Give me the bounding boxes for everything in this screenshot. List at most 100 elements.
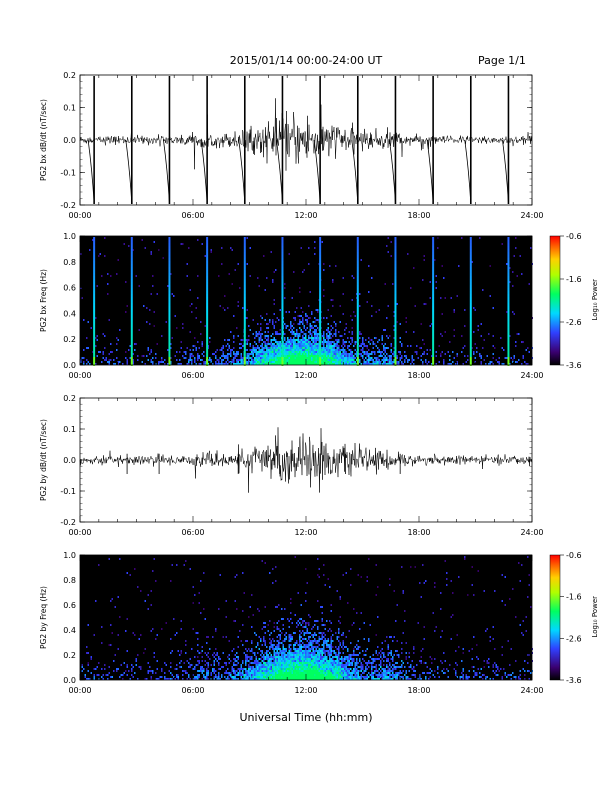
spectrogram-cell <box>353 311 355 313</box>
spectrogram-cell <box>347 676 349 678</box>
spectrogram-cell <box>249 674 251 676</box>
spike-stripe-11 <box>469 315 472 318</box>
spectrogram-cell <box>330 650 332 652</box>
spectrogram-cell <box>321 620 323 622</box>
spectrogram-cell <box>231 670 233 672</box>
spectrogram-cell <box>360 670 362 672</box>
spectrogram-cell <box>333 359 335 361</box>
spike-stripe-10 <box>432 279 435 282</box>
spectrogram-cell <box>314 357 316 359</box>
spectrogram-cell <box>323 644 325 646</box>
spectrogram-cell <box>311 325 313 327</box>
spectrogram-cell <box>389 652 391 654</box>
spectrogram-cell <box>381 335 383 337</box>
spectrogram-cell <box>347 357 349 359</box>
spectrogram-cell <box>425 303 427 305</box>
spectrogram-cell <box>284 666 286 668</box>
spike-stripe-1 <box>93 240 96 243</box>
spectrogram-cell <box>435 287 437 289</box>
spectrogram-cell <box>330 670 332 672</box>
spectrogram-cell <box>252 345 254 347</box>
spectrogram-cell <box>306 355 308 357</box>
spectrogram-cell <box>287 361 289 363</box>
spectrogram-cell <box>147 662 149 664</box>
spectrogram-cell <box>200 652 202 654</box>
spike-stripe-7 <box>319 249 322 252</box>
spectrogram-cell <box>266 672 268 674</box>
spike-stripe-3 <box>168 312 171 315</box>
spectrogram-cell <box>174 355 176 357</box>
spectrogram-cell <box>245 678 247 680</box>
spectrogram-cell <box>245 648 247 650</box>
spectrogram-cell <box>323 646 325 648</box>
spectrogram-cell <box>329 664 331 666</box>
spectrogram-cell <box>329 674 331 676</box>
spectrogram-cell <box>204 363 206 365</box>
spectrogram-cell <box>480 361 482 363</box>
spectrogram-cell <box>456 355 458 357</box>
spectrogram-cell <box>345 327 347 329</box>
spectrogram-cell <box>81 666 83 668</box>
spectrogram-cell <box>275 656 277 658</box>
spectrogram-cell <box>342 678 344 680</box>
spectrogram-cell <box>207 359 209 361</box>
spectrogram-cell <box>362 658 364 660</box>
spectrogram-cell <box>117 668 119 670</box>
spectrogram-cell <box>368 676 370 678</box>
spectrogram-cell <box>386 672 388 674</box>
spectrogram-cell <box>326 329 328 331</box>
spectrogram-cell <box>422 353 424 355</box>
spectrogram-cell <box>288 359 290 361</box>
spectrogram-cell <box>450 363 452 365</box>
spectrogram-cell <box>249 353 251 355</box>
spectrogram-cell <box>248 339 250 341</box>
spectrogram-cell <box>359 666 361 668</box>
spectrogram-cell <box>149 323 151 325</box>
spectrogram-cell <box>293 664 295 666</box>
spectrogram-cell <box>314 672 316 674</box>
spectrogram-cell <box>344 343 346 345</box>
spectrogram-cell <box>345 656 347 658</box>
spectrogram-cell <box>105 674 107 676</box>
spectrogram-cell <box>140 590 142 592</box>
spectrogram-cell <box>347 359 349 361</box>
spectrogram-cell <box>245 640 247 642</box>
spectrogram-cell <box>291 636 293 638</box>
spectrogram-cell <box>330 610 332 612</box>
spectrogram-cell <box>389 674 391 676</box>
spectrogram-cell <box>296 676 298 678</box>
spectrogram-cell <box>95 668 97 670</box>
spectrogram-cell <box>227 353 229 355</box>
spectrogram-cell <box>303 646 305 648</box>
spectrogram-cell <box>353 658 355 660</box>
spectrogram-cell <box>381 678 383 680</box>
spectrogram-cell <box>287 355 289 357</box>
spectrogram-cell <box>321 357 323 359</box>
spectrogram-cell <box>333 355 335 357</box>
spectrogram-cell <box>368 359 370 361</box>
spectrogram-cell <box>332 361 334 363</box>
spectrogram-cell <box>374 353 376 355</box>
spectrogram-cell <box>236 656 238 658</box>
spectrogram-cell <box>312 351 314 353</box>
spectrogram-cell <box>296 329 298 331</box>
spectrogram-cell <box>270 335 272 337</box>
spectrogram-cell <box>294 614 296 616</box>
spike-stripe-10 <box>432 261 435 264</box>
spectrogram-cell <box>296 678 298 680</box>
spectrogram-cell <box>197 353 199 355</box>
spike-stripe-9 <box>394 351 397 354</box>
spectrogram-cell <box>306 349 308 351</box>
spectrogram-cell <box>293 339 295 341</box>
spectrogram-cell <box>275 676 277 678</box>
spectrogram-cell <box>257 608 259 610</box>
spectrogram-cell <box>327 353 329 355</box>
y-tick-label: 0.2 <box>63 335 76 344</box>
spectrogram-cell <box>276 349 278 351</box>
spectrogram-cell <box>305 662 307 664</box>
spectrogram-cell <box>221 363 223 365</box>
spike-stripe-8 <box>356 336 359 339</box>
spectrogram-cell <box>299 323 301 325</box>
spectrogram-cell <box>356 654 358 656</box>
spike-stripe-5 <box>243 312 246 315</box>
